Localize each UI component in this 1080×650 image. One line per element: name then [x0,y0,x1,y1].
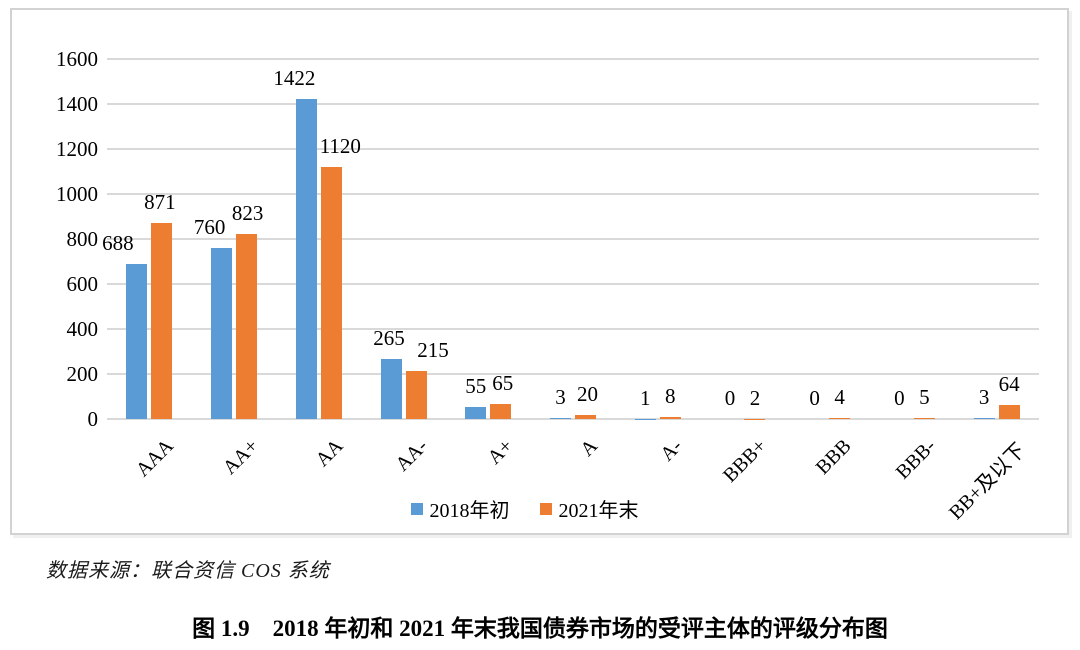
bar-2018年初-AA- [380,359,402,419]
bar-value-label: 64 [998,371,1020,396]
bar-value-label: 65 [492,371,514,396]
chart-legend: 2018年初 2021年末 [12,494,1037,523]
bar-value-label: 1422 [273,66,316,91]
y-axis-tick-label: 1400 [56,92,98,116]
gridline-y-1600 [107,58,1039,60]
gridline-y-800 [107,238,1039,240]
gridline-y-400 [107,328,1039,330]
x-axis-label-A: A [575,435,602,461]
y-axis-tick-label: 200 [66,362,99,386]
x-axis-label-AA+: AA+ [218,435,263,479]
legend-item-2021年末: 2021年末 [539,494,639,523]
bar-value-label: 4 [834,385,845,410]
x-axis-label-AA-: AA- [391,435,433,476]
bar-2018年初-BB+及以下 [973,418,995,419]
bar-2018年初-AA+ [211,248,233,419]
bar-value-label: 215 [417,337,449,362]
bar-2021年末-BBB- [913,417,935,419]
legend-label: 2021年末 [558,500,639,522]
bar-value-label: 1120 [319,134,361,158]
bar-value-label: 1 [639,385,651,410]
legend-label: 2018年初 [429,500,510,522]
y-axis-tick-label: 1000 [56,182,98,206]
bar-value-label: 20 [577,381,598,406]
bar-2021年末-A [575,414,596,419]
legend-swatch-icon [410,502,423,515]
bar-value-label: 688 [102,231,134,256]
bar-2018年初-AAA [126,264,148,419]
y-axis-tick-label: 1600 [56,47,98,71]
x-axis-label-BBB+: BBB+ [719,435,772,487]
y-axis-tick-label: 800 [66,227,99,251]
gridline-y-0 [107,418,1039,420]
gridline-y-1200 [107,148,1039,150]
bar-chart-plot-area: 0 200 400 600 800 1000 1200 1400 1600 688 871 AAA 76… [12,10,1067,533]
bar-value-label: 2 [749,385,761,410]
bar-value-label: 871 [144,190,176,215]
legend-item-2018年初: 2018年初 [410,494,510,523]
gridline-y-1400 [107,103,1039,105]
legend-swatch-icon [539,502,552,515]
bar-value-label: 3 [555,385,566,410]
bar-2021年末-AA+ [236,233,258,419]
x-axis-label-BBB: BBB [811,435,856,479]
bar-value-label: 0 [724,386,736,410]
bar-2021年末-AA [320,167,342,419]
bar-2021年末-AAA [151,223,173,419]
bar-value-label: 0 [894,386,905,410]
bar-2021年末-A- [659,417,681,419]
gridline-y-200 [107,373,1039,375]
chart-frame: 0 200 400 600 800 1000 1200 1400 1600 688 871 AAA 76… [10,8,1069,535]
y-axis-tick-label: 0 [87,407,99,431]
x-axis-label-AAA: AAA [131,435,178,482]
bar-value-label: 8 [664,384,676,409]
x-axis-label-A+: A+ [483,435,517,469]
bar-value-label: 265 [373,326,405,351]
data-source-note: 数据来源：联合资信 COS 系统 [46,560,330,582]
y-axis-tick-label: 400 [66,317,99,341]
bar-2021年末-BB+及以下 [998,404,1020,419]
bar-value-label: 0 [809,386,820,410]
gridline-y-1000 [107,193,1039,195]
bar-value-label: 823 [231,200,264,225]
y-axis-tick-label: 1200 [56,137,98,161]
y-axis-tick-label: 600 [66,272,99,296]
x-axis-label-AA: AA [311,435,348,471]
bar-value-label: 760 [193,215,226,239]
bar-value-label: 5 [919,384,930,409]
bar-value-label: 55 [465,373,487,398]
bar-2021年末-BBB [829,418,851,419]
bar-2018年初-A+ [465,406,487,419]
bar-2018年初-AA [295,99,317,419]
bar-2021年末-AA- [405,370,427,419]
figure-caption: 图 1.9 2018 年初和 2021 年末我国债券市场的受评主体的评级分布图 [192,616,888,641]
gridline-y-600 [107,283,1039,285]
bar-value-label: 3 [978,385,990,410]
bar-2018年初-A [550,418,571,419]
x-axis-label-A-: A- [655,435,687,466]
bar-2021年末-A+ [490,404,512,419]
x-axis-label-BBB-: BBB- [891,435,941,484]
